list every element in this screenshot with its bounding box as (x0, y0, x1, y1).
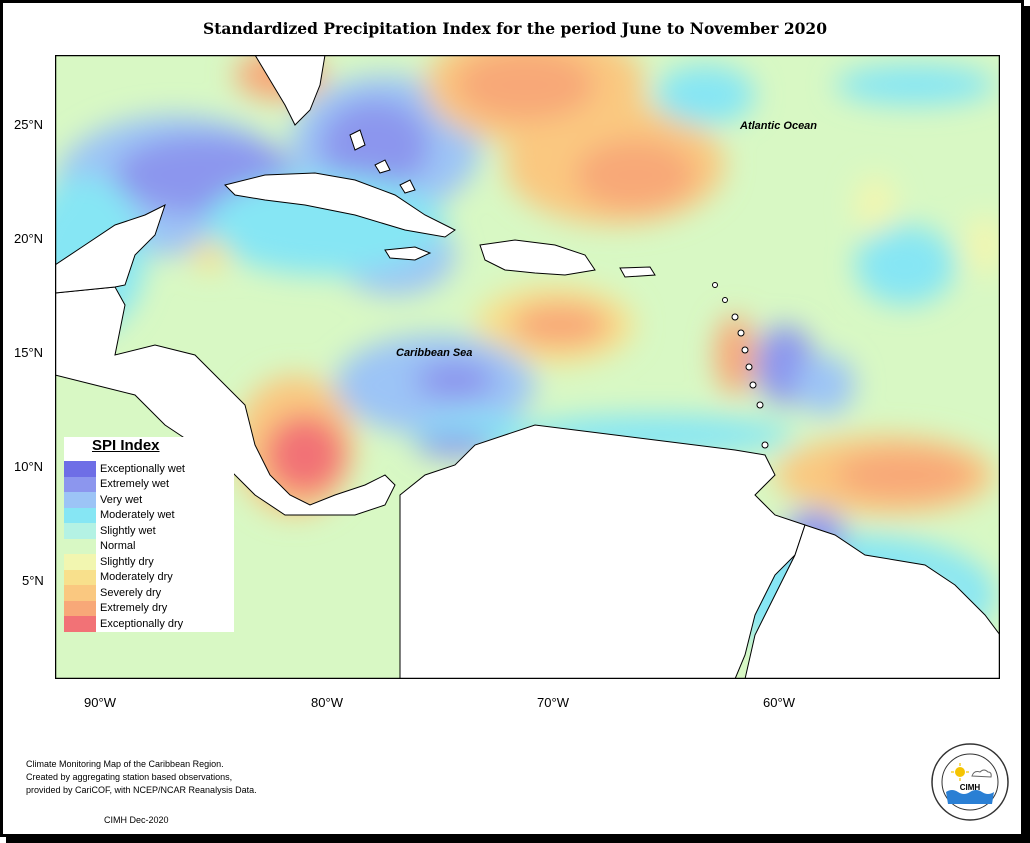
lon-label-70w: 70°W (537, 695, 569, 710)
spi-map (55, 55, 1000, 679)
lat-label-10n: 10°N (14, 459, 44, 474)
legend-label: Very wet (100, 493, 143, 506)
credit-date: CIMH Dec-2020 (104, 815, 169, 825)
legend-label: Exceptionally dry (100, 617, 184, 630)
logo-text: CIMH (960, 783, 981, 792)
legend-label: Severely dry (100, 586, 162, 599)
legend-swatch (64, 554, 96, 570)
legend-label: Exceptionally wet (100, 462, 185, 475)
legend-row: Exceptionally wet (64, 461, 234, 477)
legend-row: Severely dry (64, 585, 234, 601)
map-border (55, 55, 1000, 679)
legend-row: Extremely dry (64, 600, 234, 616)
lesser-antilles (712, 282, 769, 449)
legend-label: Extremely dry (100, 602, 168, 615)
legend-swatch (64, 476, 96, 492)
atlantic-ocean-label: Atlantic Ocean (740, 120, 818, 132)
legend-swatch (64, 569, 96, 585)
legend-swatch (64, 507, 96, 523)
legend-swatch (64, 523, 96, 539)
lat-label-20n: 20°N (14, 231, 44, 246)
credit-line-2: Created by aggregating station based obs… (26, 772, 233, 782)
credit-line-1: Climate Monitoring Map of the Caribbean … (26, 759, 224, 769)
legend-label: Moderately dry (100, 571, 173, 584)
legend-rows: Exceptionally wet Extremely wet Very wet Mo… (64, 461, 234, 632)
spi-legend: SPI Index Exceptionally wet Extremely wet… (64, 437, 234, 632)
spi-map-svg (55, 55, 1000, 679)
legend-label: Moderately wet (100, 509, 175, 522)
legend-swatch (64, 538, 96, 554)
credit-text: Climate Monitoring Map of the Caribbean … (26, 758, 257, 797)
lat-label-25n: 25°N (14, 117, 44, 132)
land-mask (55, 55, 1000, 679)
legend-swatch (64, 600, 96, 616)
legend-row: Slightly wet (64, 523, 234, 539)
credit-line-3: provided by CariCOF, with NCEP/NCAR Rean… (26, 785, 257, 795)
legend-swatch (64, 585, 96, 601)
legend-swatch (64, 492, 96, 508)
legend-row: Moderately wet (64, 507, 234, 523)
legend-row: Extremely wet (64, 476, 234, 492)
legend-swatch (64, 616, 96, 632)
legend-row: Exceptionally dry (64, 616, 234, 632)
lat-label-15n: 15°N (14, 345, 44, 360)
lat-label-5n: 5°N (22, 573, 44, 588)
legend-row: Moderately dry (64, 569, 234, 585)
legend-label: Extremely wet (100, 478, 170, 491)
legend-row: Very wet (64, 492, 234, 508)
legend-label: Normal (100, 540, 136, 553)
legend-row: Normal (64, 538, 234, 554)
legend-label: Slightly wet (100, 524, 156, 537)
map-title: Standardized Precipitation Index for the… (203, 19, 827, 38)
lon-label-80w: 80°W (311, 695, 343, 710)
lon-label-60w: 60°W (763, 695, 795, 710)
lon-label-90w: 90°W (84, 695, 116, 710)
legend-label: Slightly dry (100, 555, 154, 568)
legend-row: Slightly dry (64, 554, 234, 570)
caribbean-sea-label: Caribbean Sea (396, 347, 473, 359)
legend-swatch (64, 461, 96, 477)
legend-title: SPI Index (92, 437, 160, 454)
cimh-logo: CIMH (930, 742, 1010, 822)
